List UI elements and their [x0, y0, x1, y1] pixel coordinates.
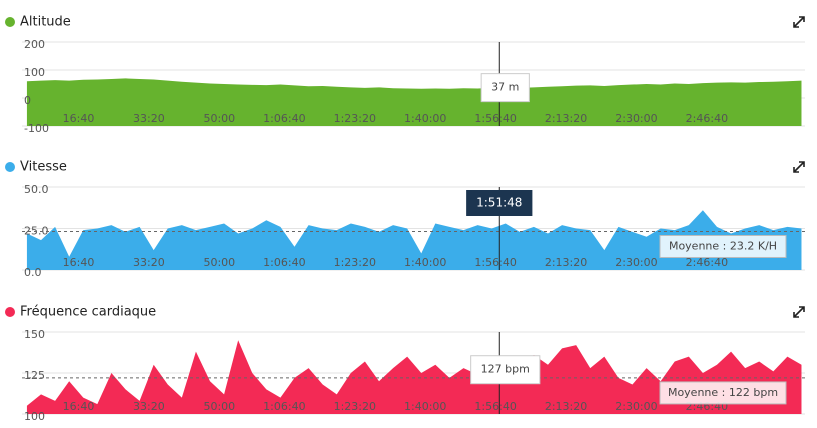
x-tick-label: 1:06:40 [263, 400, 305, 413]
x-tick-label: 16:40 [63, 112, 95, 125]
y-tick-label: 150 [24, 328, 45, 341]
y-tick-label: -100 [24, 122, 49, 135]
chart-title: Fréquence cardiaque [20, 305, 156, 320]
x-tick-label: 2:30:00 [615, 256, 657, 269]
tooltip-label: 37 m [491, 81, 519, 94]
average-label: Moyenne : 122 bpm [668, 386, 778, 399]
y-tick-label: 50.0 [24, 183, 49, 196]
chart-title: Vitesse [20, 160, 67, 175]
x-tick-label: 2:13:20 [545, 400, 587, 413]
legend-dot [5, 307, 15, 317]
x-tick-label: 1:56:40 [474, 400, 516, 413]
x-tick-label: 1:23:20 [334, 400, 376, 413]
expand-icon[interactable] [793, 16, 805, 318]
x-tick-label: 33:20 [133, 400, 165, 413]
x-tick-label: 2:13:20 [545, 112, 587, 125]
y-tick-label: 100 [24, 410, 45, 423]
x-tick-label: 2:30:00 [615, 112, 657, 125]
y-tick-label: 200 [24, 38, 45, 51]
x-tick-label: 50:00 [203, 112, 235, 125]
area [26, 78, 802, 126]
area [26, 210, 802, 270]
x-tick-label: 33:20 [133, 256, 165, 269]
area [26, 340, 802, 414]
x-tick-label: 1:23:20 [334, 256, 376, 269]
x-tick-label: 16:40 [63, 256, 95, 269]
y-tick-label: 100 [24, 66, 45, 79]
x-tick-label: 2:13:20 [545, 256, 587, 269]
x-tick-label: 1:06:40 [263, 256, 305, 269]
average-box [659, 234, 787, 258]
y-tick-label: 0.0 [24, 266, 42, 279]
x-tick-label: 16:40 [63, 400, 95, 413]
legend-dot [5, 17, 15, 27]
tooltip-label: 127 bpm [481, 363, 530, 376]
legend-dot [5, 162, 15, 172]
y-tick-label: 0 [24, 94, 31, 107]
x-tick-label: 1:56:40 [474, 256, 516, 269]
x-tick-label: 2:46:40 [686, 256, 728, 269]
x-tick-label: 1:06:40 [263, 112, 305, 125]
cursor-label: 1:51:48 [476, 196, 522, 210]
x-tick-label: 1:40:00 [404, 112, 446, 125]
tooltip-box [480, 73, 530, 103]
chart-title: Altitude [20, 15, 71, 30]
tooltip-box [470, 355, 541, 385]
x-tick-label: 33:20 [133, 112, 165, 125]
cursor-box [466, 190, 533, 216]
x-tick-label: 1:40:00 [404, 256, 446, 269]
x-tick-label: 1:40:00 [404, 400, 446, 413]
x-tick-label: 2:46:40 [686, 112, 728, 125]
x-tick-label: 1:23:20 [334, 112, 376, 125]
x-tick-label: 1:56:40 [474, 112, 516, 125]
y-tick-label: 125 [24, 369, 45, 382]
x-tick-label: 50:00 [203, 256, 235, 269]
x-tick-label: 50:00 [203, 400, 235, 413]
average-box [659, 381, 787, 405]
average-label: Moyenne : 23.2 K/H [669, 239, 777, 252]
x-tick-label: 2:30:00 [615, 400, 657, 413]
